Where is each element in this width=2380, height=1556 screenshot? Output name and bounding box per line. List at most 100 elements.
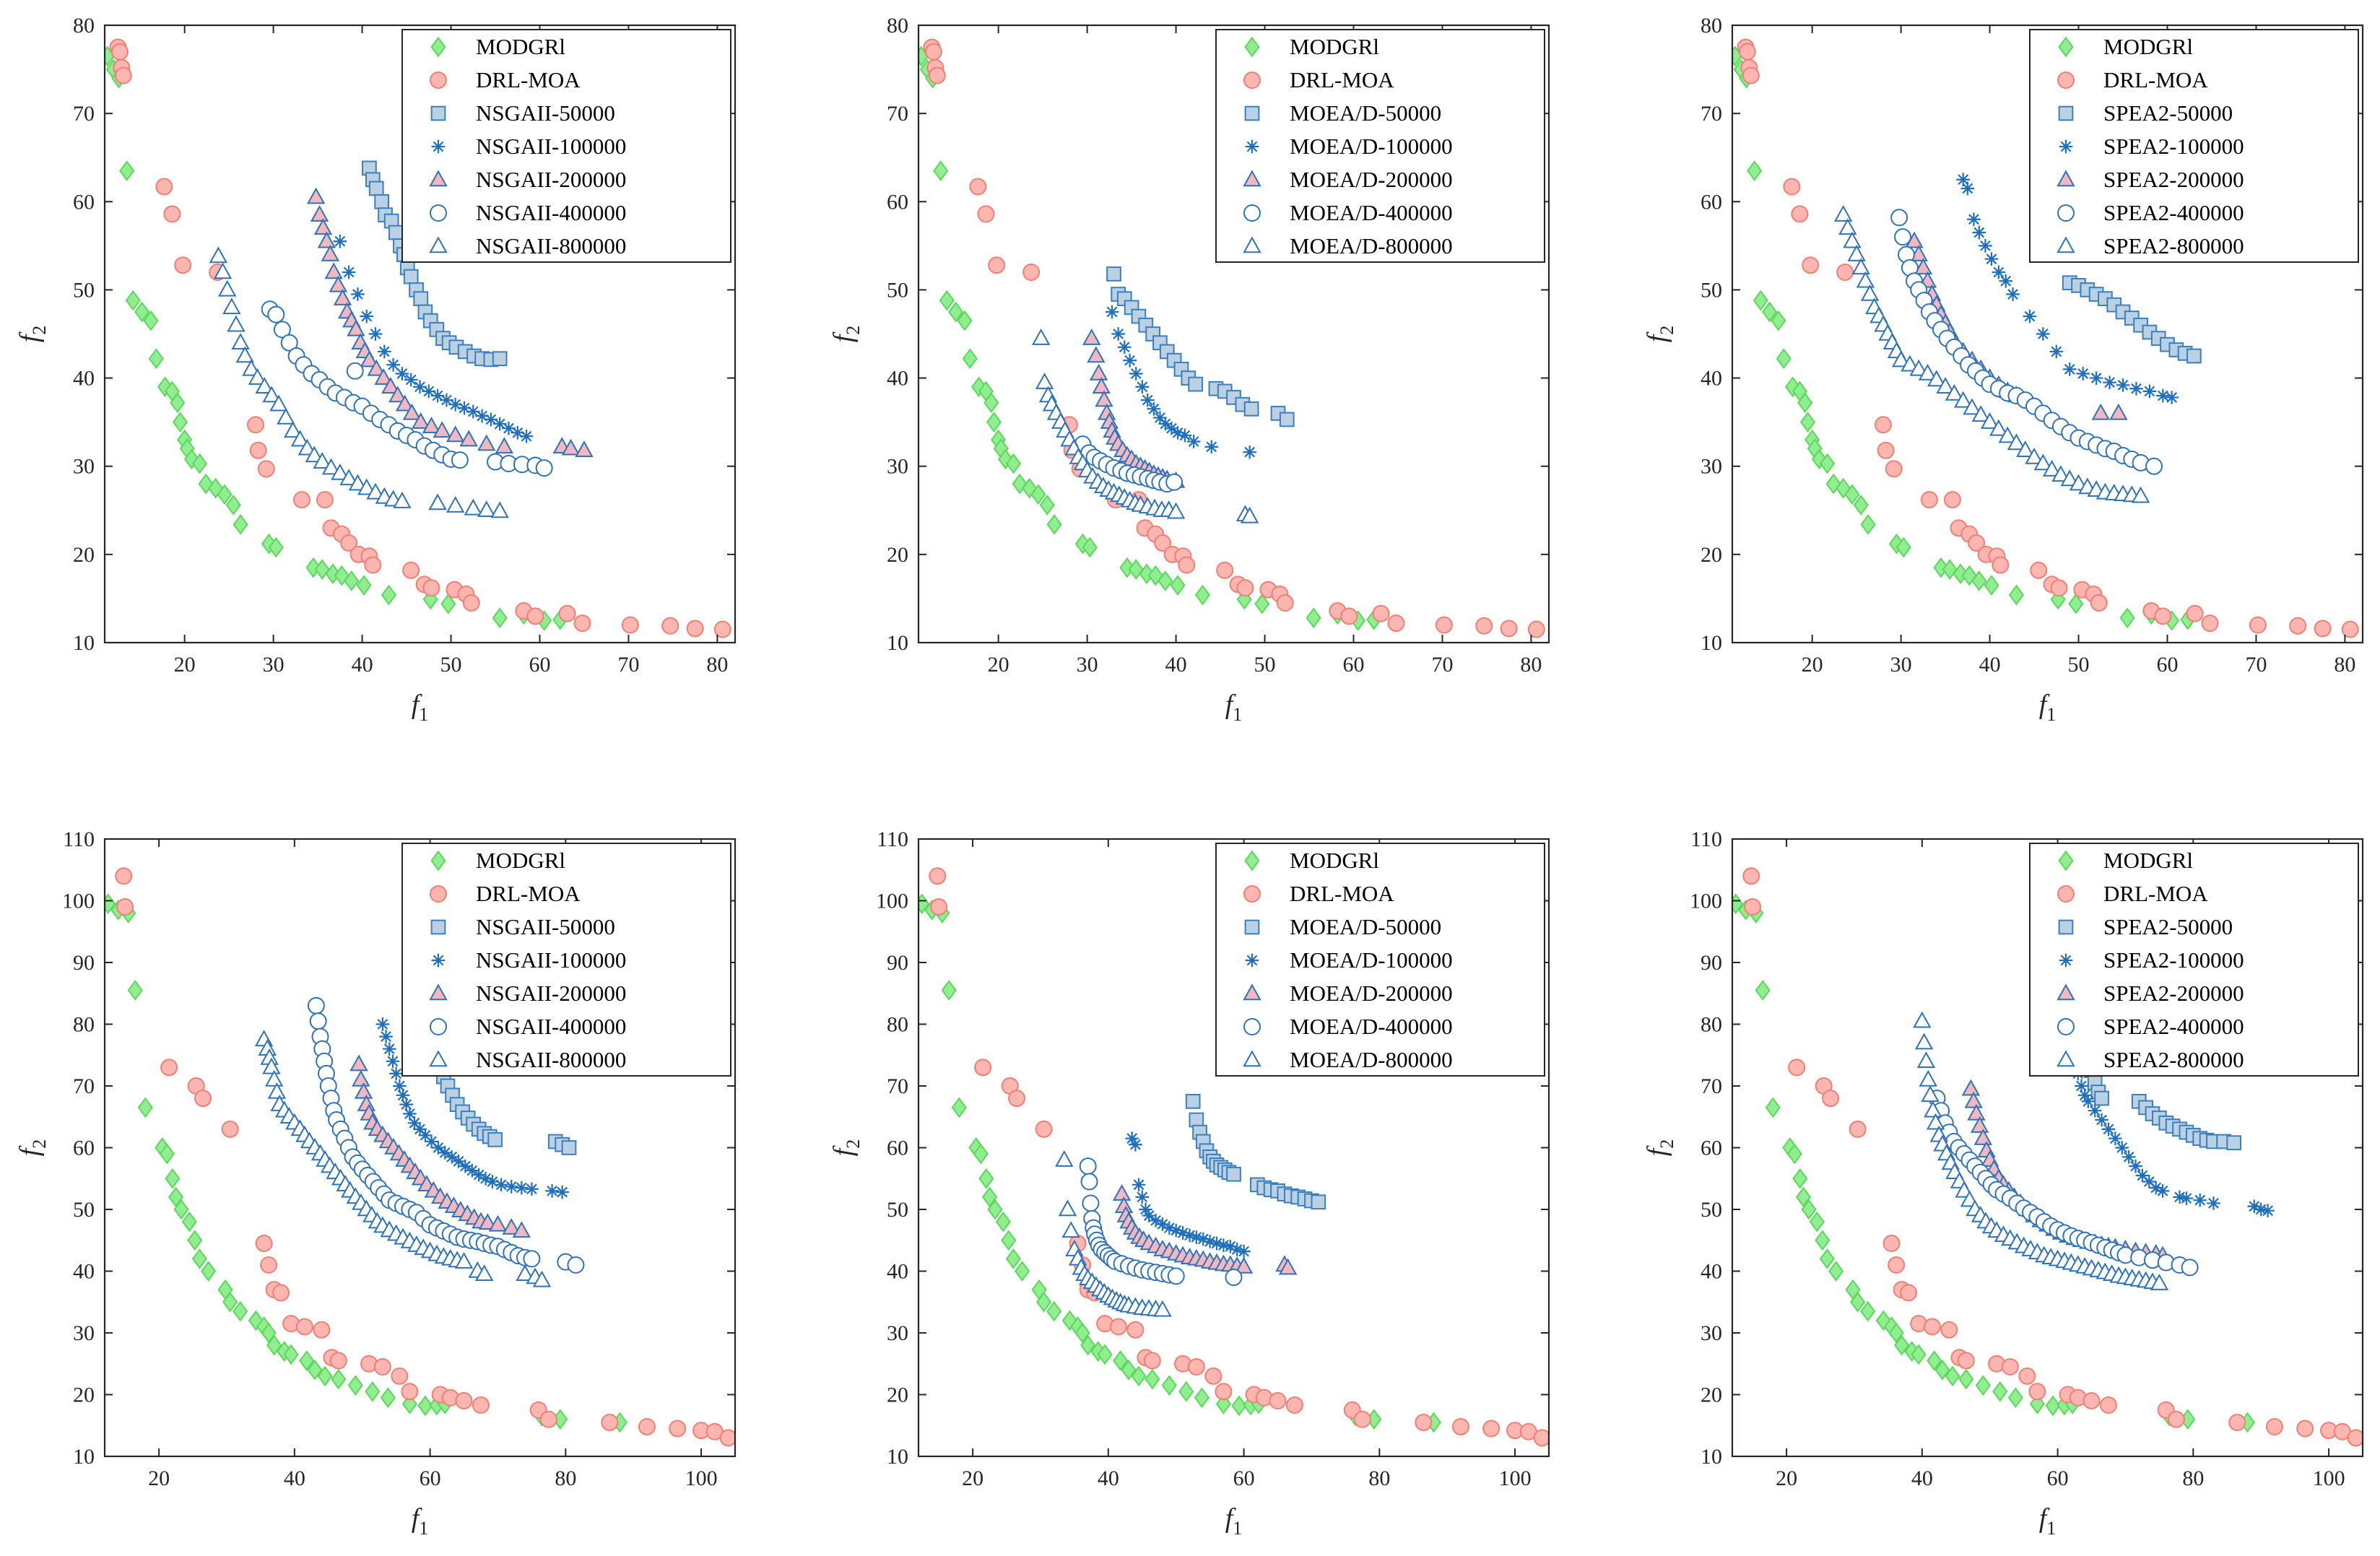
- data-point: [438, 1145, 452, 1160]
- legend-entry-label: SPEA2-800000: [2103, 1047, 2244, 1072]
- legend-marker: [2059, 139, 2073, 154]
- legend-marker: [1243, 236, 1261, 253]
- legend-box: [2029, 843, 2359, 1077]
- chart-panel-2: 20 30 40 50 60 70 80 10 20 30 40 50 60 70 80 f1 f2 MODGRl…: [828, 14, 1550, 725]
- data-point: [1900, 1284, 1918, 1302]
- legend-entry-label: NSGAII-400000: [476, 1014, 626, 1039]
- data-point: [446, 496, 465, 513]
- x-tick-label: 60: [529, 653, 550, 677]
- data-point: [1953, 391, 1973, 408]
- data-point: [1923, 1318, 1941, 1336]
- data-point: [472, 1168, 486, 1182]
- data-point: [2149, 1181, 2163, 1195]
- data-point: [290, 430, 310, 447]
- data-point: [1753, 290, 1768, 311]
- legend-entry-label: NSGAII-50000: [476, 100, 615, 126]
- data-point: [472, 1396, 490, 1414]
- series-drl-moa: [1737, 38, 2359, 638]
- data-point: [2023, 309, 2037, 323]
- data-point: [719, 1429, 735, 1447]
- data-point: [1918, 363, 1937, 381]
- legend-entry-label: SPEA2-400000: [2103, 200, 2244, 225]
- series-nsgaii-800000: [209, 246, 509, 518]
- data-point: [962, 348, 978, 370]
- data-point: [1188, 376, 1203, 392]
- legend-entry-label: NSGAII-100000: [476, 134, 626, 159]
- y-tick-label: 40: [73, 367, 95, 391]
- data-point: [1106, 266, 1121, 282]
- data-point: [1533, 1429, 1549, 1447]
- data-point: [2082, 1392, 2101, 1410]
- data-point: [669, 1420, 687, 1438]
- chart-panel-3: 20 30 40 50 60 70 80 10 20 30 40 50 60 70 80 f1 f2 MODGRl…: [1642, 14, 2364, 725]
- data-point: [514, 1181, 529, 1195]
- data-point: [393, 491, 412, 508]
- data-point: [295, 1318, 313, 1336]
- data-point: [1112, 1184, 1132, 1201]
- data-point: [1847, 244, 1866, 261]
- x-tick-label: 40: [1165, 653, 1187, 677]
- data-point: [1189, 1230, 1204, 1244]
- data-point: [347, 1375, 363, 1396]
- data-point: [428, 493, 447, 510]
- legend-marker: [1245, 139, 1259, 154]
- data-point: [257, 460, 275, 478]
- data-point: [1875, 416, 1893, 434]
- y-tick-label: 80: [73, 1013, 95, 1037]
- x-tick-label: 60: [2156, 653, 2178, 677]
- data-point: [2090, 594, 2108, 612]
- data-point: [2115, 1141, 2129, 1155]
- data-point: [1849, 1120, 1867, 1138]
- data-point: [356, 575, 372, 596]
- data-point: [365, 1381, 381, 1402]
- data-point: [2062, 362, 2077, 376]
- data-point: [261, 1322, 277, 1344]
- plot-area: [918, 38, 1545, 638]
- data-point: [1963, 398, 1981, 415]
- data-point: [1171, 425, 1185, 440]
- y-axis-label: f2: [1642, 326, 1677, 343]
- series-spea2-400000: [1890, 209, 2163, 475]
- data-point: [1836, 264, 1854, 281]
- data-point: [523, 1250, 541, 1268]
- x-tick-label: 30: [263, 653, 285, 677]
- legend: MODGRl DRL-MOA SPEA2-50000 SPEA2-100000 SPEA…: [2029, 843, 2359, 1077]
- data-point: [1795, 1186, 1812, 1208]
- data-point: [511, 425, 525, 440]
- x-tick-label: 60: [1342, 653, 1364, 677]
- data-point: [377, 344, 391, 359]
- data-point: [1061, 1310, 1077, 1331]
- legend: MODGRl DRL-MOA MOEA/D-50000 MOEA/D-100000 MO…: [1215, 843, 1545, 1077]
- data-point: [459, 430, 478, 447]
- data-point: [1968, 534, 1986, 552]
- data-point: [1958, 1368, 1974, 1390]
- data-point: [401, 1383, 419, 1401]
- data-point: [292, 491, 310, 509]
- data-point: [1851, 258, 1870, 275]
- legend-box: [1215, 843, 1545, 1077]
- data-point: [1819, 1248, 1836, 1269]
- legend-marker: [1243, 983, 1261, 1001]
- legend-marker: [2058, 850, 2074, 872]
- data-point: [1001, 1230, 1017, 1251]
- data-point: [987, 1199, 1003, 1220]
- data-point: [939, 290, 955, 311]
- y-tick-label: 70: [887, 102, 908, 126]
- x-axis-label: f1: [1225, 1503, 1243, 1539]
- data-point: [519, 429, 534, 443]
- data-point: [339, 469, 358, 486]
- y-tick-label: 10: [887, 1445, 908, 1469]
- data-point: [1387, 614, 1405, 633]
- legend-marker: [429, 1050, 448, 1067]
- data-point: [1082, 328, 1101, 345]
- data-point: [433, 421, 451, 438]
- data-point: [1089, 363, 1108, 381]
- data-point: [249, 441, 267, 459]
- data-point: [1891, 350, 1911, 368]
- data-point: [115, 867, 133, 885]
- series-nsgaii-400000: [307, 996, 585, 1274]
- data-point: [1888, 1256, 1906, 1274]
- legend-entry-label: SPEA2-200000: [2103, 167, 2244, 192]
- data-point: [2156, 388, 2170, 403]
- legend-marker: [431, 953, 446, 968]
